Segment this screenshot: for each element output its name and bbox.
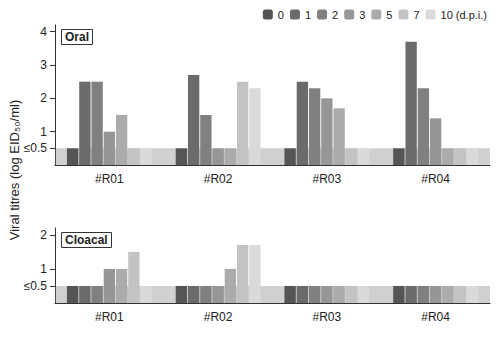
svg-text:7: 7 — [413, 9, 419, 21]
svg-text:3: 3 — [359, 9, 365, 21]
svg-text:Cloacal: Cloacal — [65, 233, 108, 247]
svg-text:≤0.5: ≤0.5 — [24, 141, 48, 155]
svg-text:#R03: #R03 — [313, 310, 342, 324]
svg-text:10 (d.p.i.): 10 (d.p.i.) — [441, 9, 487, 21]
svg-text:Viral titres (log EID₅₀/ml): Viral titres (log EID₅₀/ml) — [7, 100, 22, 240]
svg-text:2: 2 — [40, 228, 47, 242]
svg-text:1: 1 — [40, 262, 47, 276]
svg-text:2: 2 — [332, 9, 338, 21]
svg-text:2: 2 — [40, 91, 47, 105]
svg-text:1: 1 — [305, 9, 311, 21]
svg-text:#R04: #R04 — [421, 310, 450, 324]
svg-text:#R04: #R04 — [421, 172, 450, 186]
svg-text:≤0.5: ≤0.5 — [24, 279, 48, 293]
svg-text:4: 4 — [40, 25, 47, 39]
svg-text:5: 5 — [386, 9, 392, 21]
svg-text:#R01: #R01 — [95, 310, 124, 324]
svg-text:#R02: #R02 — [204, 310, 233, 324]
svg-text:#R03: #R03 — [313, 172, 342, 186]
svg-text:1: 1 — [40, 125, 47, 139]
svg-text:Oral: Oral — [65, 30, 89, 44]
svg-text:#R02: #R02 — [204, 172, 233, 186]
svg-text:0: 0 — [278, 9, 284, 21]
svg-text:#R01: #R01 — [95, 172, 124, 186]
svg-text:3: 3 — [40, 58, 47, 72]
